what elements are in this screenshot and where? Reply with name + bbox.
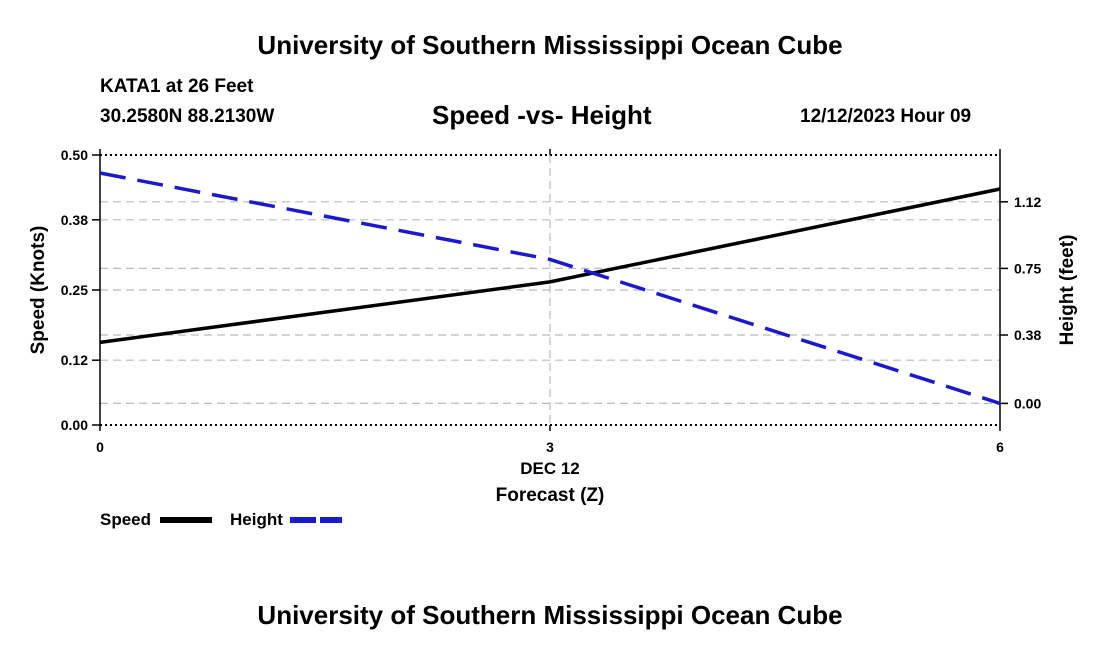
legend-label-height: Height [230, 510, 283, 529]
chart-subtitle: Speed -vs- Height [432, 100, 652, 130]
y-tick-label-right: 0.38 [1014, 327, 1041, 343]
x-tick-label: 6 [996, 439, 1004, 455]
y-tick-label-left: 0.12 [61, 352, 88, 368]
y-tick-label-right: 0.75 [1014, 260, 1041, 276]
axis-ticks: 0.00 0.12 0.25 0.38 0.50 0.00 0.38 0.75 1.12 0 3 6 [61, 147, 1042, 455]
x-tick-label: 0 [96, 439, 104, 455]
x-tick-label: 3 [546, 439, 554, 455]
series-lines [99, 171, 1001, 406]
legend-swatch-speed [160, 517, 212, 523]
y-tick-label-right: 1.12 [1014, 194, 1041, 210]
axis-labels: DEC 12 Forecast (Z) Speed (Knots) Height (f… [28, 226, 1078, 506]
legend-label-speed: Speed [100, 510, 152, 529]
page-title-bottom: University of Southern Mississippi Ocean… [257, 600, 843, 630]
y-axis-label-right: Height (feet) [1057, 235, 1078, 346]
y-tick-label-left: 0.38 [61, 212, 88, 228]
x-date-label: DEC 12 [520, 459, 580, 478]
station-coordinates: 30.2580N 88.2130W [100, 106, 275, 127]
y-tick-label-left: 0.25 [61, 282, 88, 298]
y-tick-label-right: 0.00 [1014, 395, 1041, 411]
series-line-height [99, 171, 1001, 406]
page-title-top: University of Southern Mississippi Ocean… [257, 30, 843, 60]
legend-swatch-height [290, 517, 342, 523]
series-line-speed [99, 187, 1001, 345]
forecast-datetime: 12/12/2023 Hour 09 [800, 106, 972, 127]
station-label: KATA1 at 26 Feet [100, 76, 254, 97]
y-tick-label-left: 0.00 [61, 417, 88, 433]
y-tick-label-left: 0.50 [61, 147, 88, 163]
y-axis-label-left: Speed (Knots) [28, 226, 49, 355]
x-axis-label: Forecast (Z) [496, 485, 605, 506]
grid-lines [100, 155, 1000, 425]
